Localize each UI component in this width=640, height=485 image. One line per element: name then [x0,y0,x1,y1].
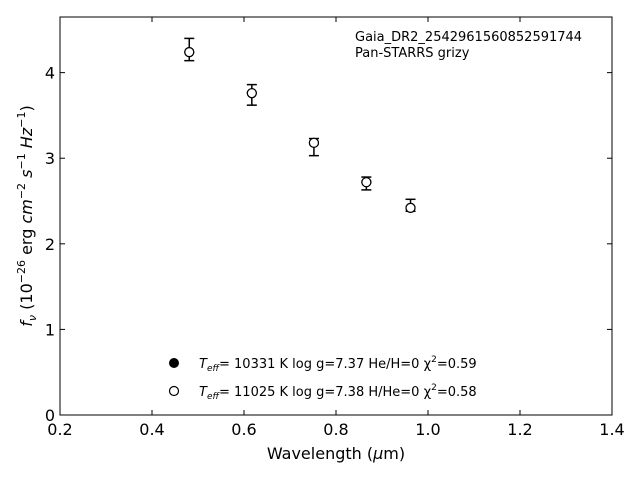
legend-entry-2: Teff= 11025 K log g=7.38 H/He=0 χ2=0.58 [199,383,477,402]
y-axis-label: fν (10−26 erg cm−2 s−1 Hz−1) [15,105,39,326]
model-point-open [361,177,372,188]
x-tick-label: 1.4 [599,420,624,439]
plot-frame [59,16,613,416]
x-tick-label: 0.8 [323,420,348,439]
x-tick-label: 0.2 [47,420,72,439]
x-tick-label: 0.4 [139,420,164,439]
y-tick-label: 0 [45,406,55,425]
annotation-line-2: Pan-STARRS grizy [355,46,470,61]
y-tick-label: 3 [45,149,55,168]
legend-marker-filled [169,358,179,368]
model-point-open [308,137,320,148]
y-tick-label: 4 [45,64,55,83]
model-point-open [405,202,416,213]
x-tick-label: 1.0 [415,420,440,439]
model-point-open [184,46,195,58]
annotation-line-1: Gaia_DR2_2542961560852591744 [355,30,582,45]
legend: Teff= 10331 K log g=7.37 He/H=0 χ2=0.59 … [168,355,477,402]
data-points [184,46,416,213]
x-tick-label: 0.6 [231,420,256,439]
y-tick-label: 1 [45,320,55,339]
x-tick-label: 1.2 [507,420,532,439]
legend-marker-open [168,385,180,397]
legend-entry-1: Teff= 10331 K log g=7.37 He/H=0 χ2=0.59 [199,355,477,374]
y-tick-label: 2 [45,235,55,254]
x-axis-label: Wavelength (µm) [267,444,405,463]
x-axis-ticks: 0.2 0.4 0.6 0.8 1.0 1.2 1.4 [47,17,625,439]
y-axis-ticks: 0 1 2 3 4 [45,64,612,425]
error-bars [184,37,416,213]
model-point-open [246,88,257,99]
